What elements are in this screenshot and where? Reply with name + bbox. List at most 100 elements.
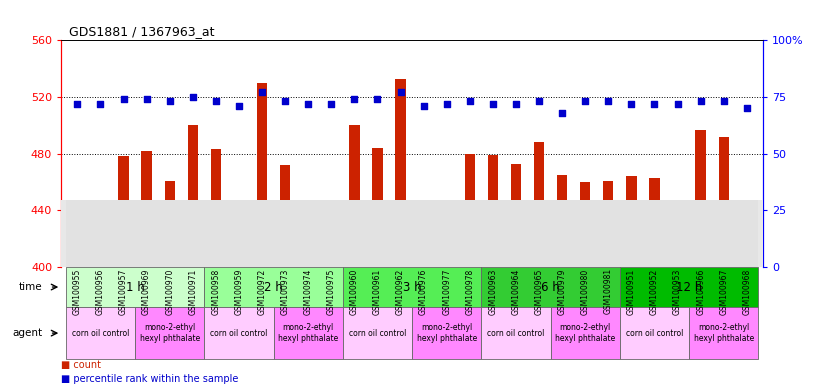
Bar [366, 200, 389, 267]
Bar [211, 149, 221, 267]
Point [417, 103, 430, 109]
Bar [620, 267, 758, 307]
Bar [620, 200, 643, 267]
Bar [689, 200, 712, 267]
Text: mono-2-ethyl
hexyl phthalate: mono-2-ethyl hexyl phthalate [555, 323, 615, 343]
Bar [118, 156, 129, 267]
Text: ■ count: ■ count [61, 360, 101, 370]
Point [371, 96, 384, 102]
Bar [181, 200, 204, 267]
Text: corn oil control: corn oil control [487, 329, 544, 338]
Bar [551, 200, 574, 267]
Text: ■ percentile rank within the sample: ■ percentile rank within the sample [61, 374, 238, 384]
Bar [158, 200, 181, 267]
Bar [557, 175, 567, 267]
Bar [66, 200, 89, 267]
Bar [689, 307, 758, 359]
Bar [204, 267, 343, 307]
Bar [188, 125, 198, 267]
Bar [349, 125, 360, 267]
Bar [481, 307, 551, 359]
Text: 6 h: 6 h [541, 281, 560, 293]
Text: corn oil control: corn oil control [72, 329, 129, 338]
Bar [551, 307, 620, 359]
Bar [297, 200, 320, 267]
Point [463, 98, 477, 104]
Text: 2 h: 2 h [264, 281, 283, 293]
Bar [326, 250, 336, 267]
Point [440, 101, 453, 107]
Bar [534, 142, 544, 267]
Bar [343, 200, 366, 267]
Bar [481, 267, 620, 307]
Bar [251, 200, 273, 267]
Point [163, 98, 176, 104]
Point [740, 105, 753, 111]
Bar [141, 151, 152, 267]
Bar [712, 200, 735, 267]
Bar [89, 200, 112, 267]
Bar [204, 200, 228, 267]
Bar [95, 242, 105, 267]
Point [348, 96, 361, 102]
Point [140, 96, 153, 102]
Bar [395, 79, 406, 267]
Text: corn oil control: corn oil control [626, 329, 683, 338]
Bar [372, 148, 383, 267]
Bar [273, 307, 343, 359]
Bar [441, 246, 452, 267]
Bar [643, 200, 666, 267]
Point [694, 98, 707, 104]
Bar [742, 205, 752, 267]
Point [556, 110, 569, 116]
Bar [511, 164, 521, 267]
Text: 3 h: 3 h [403, 281, 421, 293]
Text: time: time [19, 282, 42, 292]
Point [302, 101, 315, 107]
Point [278, 98, 291, 104]
Bar [66, 307, 135, 359]
Bar [488, 155, 498, 267]
Point [486, 101, 499, 107]
Point [533, 98, 546, 104]
Text: mono-2-ethyl
hexyl phthalate: mono-2-ethyl hexyl phthalate [140, 323, 200, 343]
Bar [603, 180, 614, 267]
Bar [504, 200, 527, 267]
Bar [233, 246, 244, 267]
Text: corn oil control: corn oil control [211, 329, 268, 338]
Bar [204, 307, 273, 359]
Bar [257, 83, 267, 267]
Point [325, 101, 338, 107]
Bar [228, 200, 251, 267]
Bar [343, 307, 412, 359]
Bar [596, 200, 620, 267]
Bar [735, 200, 758, 267]
Text: 1 h: 1 h [126, 281, 144, 293]
Point [210, 98, 223, 104]
Point [94, 101, 107, 107]
Bar [135, 307, 204, 359]
Point [509, 101, 522, 107]
Bar [464, 154, 475, 267]
Bar [303, 216, 313, 267]
Point [233, 103, 246, 109]
Bar [419, 217, 429, 267]
Bar [135, 200, 158, 267]
Bar [320, 200, 343, 267]
Bar [412, 200, 435, 267]
Point [717, 98, 730, 104]
Bar [435, 200, 459, 267]
Point [394, 89, 407, 96]
Bar [527, 200, 551, 267]
Bar [112, 200, 135, 267]
Bar [66, 267, 204, 307]
Point [648, 101, 661, 107]
Bar [666, 200, 689, 267]
Point [601, 98, 614, 104]
Bar [343, 267, 481, 307]
Point [186, 94, 199, 100]
Bar [695, 129, 706, 267]
Bar [719, 137, 729, 267]
Text: mono-2-ethyl
hexyl phthalate: mono-2-ethyl hexyl phthalate [694, 323, 754, 343]
Bar [165, 180, 175, 267]
